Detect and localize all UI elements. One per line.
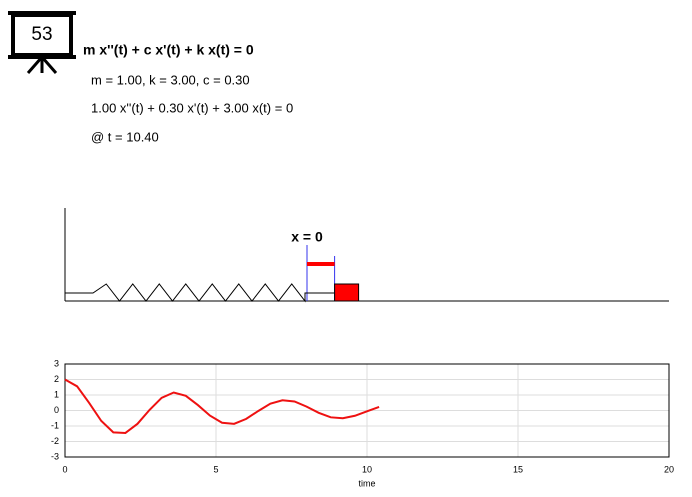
y-tick-label: 0 — [54, 405, 59, 415]
y-tick-label: -1 — [51, 420, 59, 430]
y-tick-label: 1 — [54, 389, 59, 399]
x-tick-label: 20 — [664, 464, 674, 474]
mass — [334, 283, 360, 302]
badge-icon — [8, 11, 76, 74]
badge: 53 — [31, 24, 52, 45]
y-tick-label: -2 — [51, 436, 59, 446]
time-label: @ t = 10.40 — [91, 129, 159, 144]
diagram — [64, 208, 669, 302]
plot-border — [64, 363, 670, 458]
x-tick-label: 10 — [362, 464, 372, 474]
y-tick-label: -3 — [51, 451, 59, 461]
spring — [65, 283, 335, 303]
equation-numeric: 1.00 x''(t) + 0.30 x'(t) + 3.00 x(t) = 0 — [91, 100, 293, 115]
x-tick-label: 5 — [213, 464, 218, 474]
x-tick-label: 0 — [62, 464, 67, 474]
y-tick-label: 2 — [54, 374, 59, 384]
y-tick-label: 3 — [54, 358, 59, 368]
equation: m x''(t) + c x'(t) + k x(t) = 0 — [83, 42, 254, 58]
origin-label: x = 0 — [291, 229, 323, 245]
curve — [64, 378, 380, 434]
params: m = 1.00, k = 3.00, c = 0.30 — [91, 72, 250, 87]
x-tick-label: 15 — [513, 464, 523, 474]
displacement-bar — [307, 262, 335, 266]
x-axis-label: time — [358, 478, 375, 488]
